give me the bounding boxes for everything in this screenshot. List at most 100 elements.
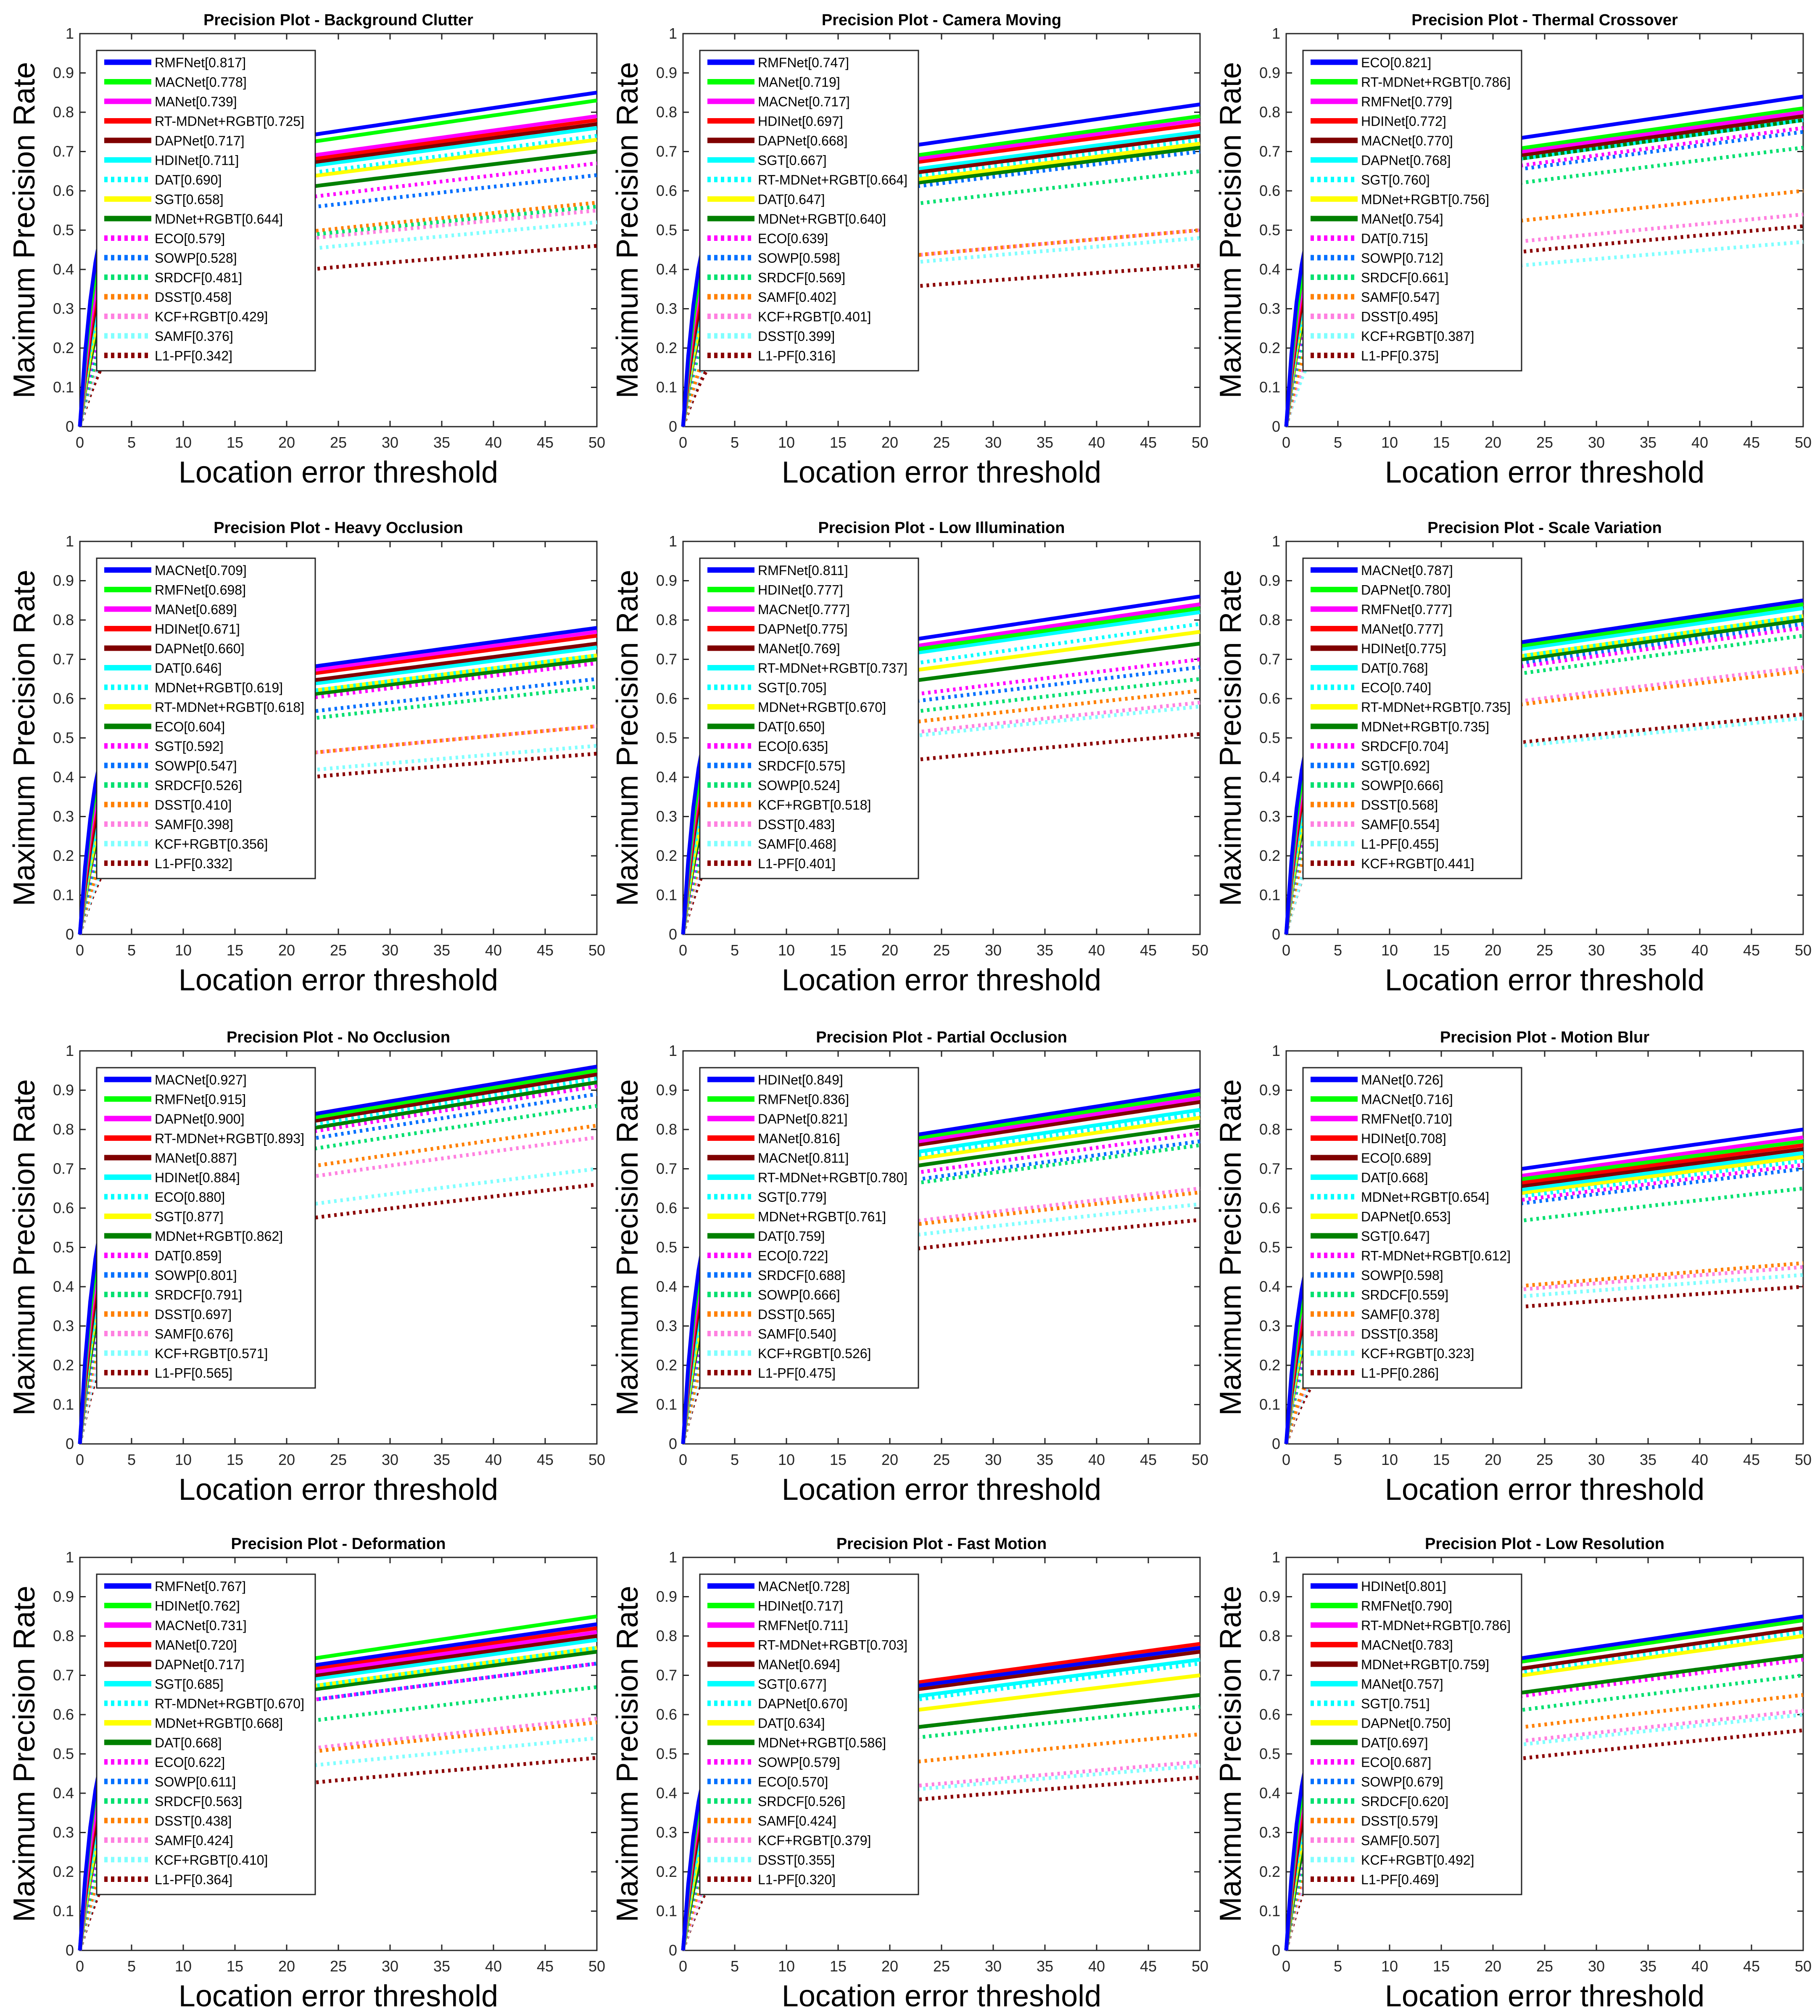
y-axis-label: Maximum Precision Rate [611,570,644,906]
x-tick-label: 30 [1588,1958,1605,1975]
series-line [681,622,1200,935]
legend-entry: HDINet[0.717] [758,1599,843,1614]
legend-entry: SAMF[0.540] [758,1327,836,1342]
x-tick-label: 0 [679,434,687,451]
legend-entry: SAMF[0.424] [155,1833,233,1848]
x-tick-label: 45 [1140,942,1157,959]
y-tick-label: 0.3 [53,808,74,825]
legend-entry: MANet[0.887] [155,1150,237,1166]
y-tick-label: 0.7 [656,1160,677,1177]
y-tick-label: 0.3 [1259,300,1280,317]
legend-entry: KCF+RGBT[0.441] [1361,856,1474,871]
x-tick-label: 20 [881,1451,898,1468]
legend-entry: MDNet+RGBT[0.759] [1361,1657,1489,1672]
y-tick-label: 0.9 [656,1588,677,1605]
legend-entry: RMFNet[0.915] [155,1092,246,1107]
x-tick-label: 50 [1795,1958,1812,1975]
x-tick-label: 50 [1795,1451,1812,1468]
series-line [681,228,1200,427]
y-tick-label: 0.6 [656,690,677,707]
x-tick-label: 25 [1536,434,1553,451]
y-tick-label: 0 [66,418,74,435]
legend-entry: SGT[0.760] [1361,172,1430,187]
y-tick-label: 0.8 [1259,611,1280,628]
legend-entry: SOWP[0.547] [155,758,237,773]
series-line [78,724,597,935]
y-tick-label: 0.9 [1259,1588,1280,1605]
chart-title: Precision Plot - No Occlusion [227,1029,450,1046]
legend-entry: SOWP[0.679] [1361,1774,1443,1789]
legend-entry: HDINet[0.849] [758,1072,843,1087]
legend-entry: DSST[0.697] [155,1307,232,1322]
y-tick-label: 0.1 [53,1396,74,1413]
y-tick-label: 0.6 [656,1706,677,1723]
legend-entry: HDINet[0.762] [155,1599,240,1614]
x-tick-label: 45 [1140,434,1157,451]
legend-entry: DSST[0.483] [758,817,835,832]
legend-entry: RT-MDNet+RGBT[0.786] [1361,75,1511,90]
series-line [681,228,1200,427]
legend-entry: SGT[0.779] [758,1190,827,1205]
y-tick-label: 0.2 [1259,847,1280,864]
x-tick-label: 35 [1037,942,1053,959]
legend-entry: DAT[0.697] [1361,1735,1428,1750]
legend-entry: MDNet+RGBT[0.619] [155,680,283,695]
legend-entry: DAPNet[0.660] [155,641,244,656]
legend-entry: MACNet[0.778] [155,75,247,90]
legend-entry: RMFNet[0.711] [758,1618,848,1633]
y-tick-label: 0.8 [1259,1121,1280,1138]
y-tick-label: 0 [1272,926,1280,943]
legend: MACNet[0.927] RMFNet[0.915] DAPNet[0.900] R… [96,1067,316,1389]
x-tick-label: 15 [1433,942,1450,959]
y-tick-label: 0 [669,1435,677,1452]
legend-entry: DSST[0.495] [1361,309,1438,325]
y-tick-label: 0.2 [53,339,74,356]
y-tick-label: 0.5 [1259,222,1280,239]
y-tick-label: 1 [66,1549,74,1566]
x-tick-label: 50 [588,942,605,959]
x-tick-label: 40 [485,1958,502,1975]
x-axis-label: Location error threshold [179,1473,498,1507]
y-tick-label: 0.5 [656,1239,677,1256]
x-tick-label: 0 [1282,1958,1290,1975]
series-line [681,236,1200,427]
chart-title: Precision Plot - Motion Blur [1440,1029,1649,1046]
y-tick-label: 0.3 [53,1824,74,1841]
legend-entry: DSST[0.355] [758,1852,835,1868]
legend-entry: SRDCF[0.688] [758,1268,845,1283]
y-tick-label: 0.3 [656,808,677,825]
legend-entry: SGT[0.685] [155,1677,224,1692]
y-tick-label: 0.7 [53,1160,74,1177]
x-tick-label: 40 [1088,1451,1105,1468]
x-tick-label: 30 [985,942,1002,959]
legend-entry: DAT[0.650] [758,719,825,734]
legend-entry: L1-PF[0.401] [758,856,836,871]
y-tick-label: 0.6 [656,182,677,199]
x-tick-label: 40 [1691,434,1708,451]
legend-entry: HDINet[0.884] [155,1170,240,1185]
y-tick-label: 0.4 [1259,1784,1280,1802]
x-axis-label: Location error threshold [179,1979,498,2013]
legend-entry: DSST[0.438] [155,1813,232,1829]
legend-entry: DAPNet[0.750] [1361,1716,1451,1731]
legend-entry: MACNet[0.717] [758,94,850,109]
y-tick-label: 0.3 [656,1824,677,1841]
y-axis-label: Maximum Precision Rate [1214,570,1248,906]
series-line [78,744,597,935]
x-tick-label: 50 [588,1958,605,1975]
y-tick-label: 0.3 [656,1317,677,1335]
x-tick-label: 20 [1485,1958,1501,1975]
y-axis-label: Maximum Precision Rate [8,570,41,906]
legend-entry: L1-PF[0.565] [155,1366,232,1381]
legend-entry: HDINet[0.777] [758,583,843,598]
legend-entry: SGT[0.705] [758,680,827,695]
legend-entry: SAMF[0.554] [1361,817,1440,832]
legend-entry: KCF+RGBT[0.401] [758,309,871,325]
y-axis-label: Maximum Precision Rate [8,1586,41,1922]
y-tick-label: 0.3 [1259,1824,1280,1841]
legend-entry: RMFNet[0.836] [758,1092,849,1107]
legend-entry: MACNet[0.728] [758,1579,850,1594]
legend: MACNet[0.709] RMFNet[0.698] MANet[0.689] HD… [96,557,316,879]
